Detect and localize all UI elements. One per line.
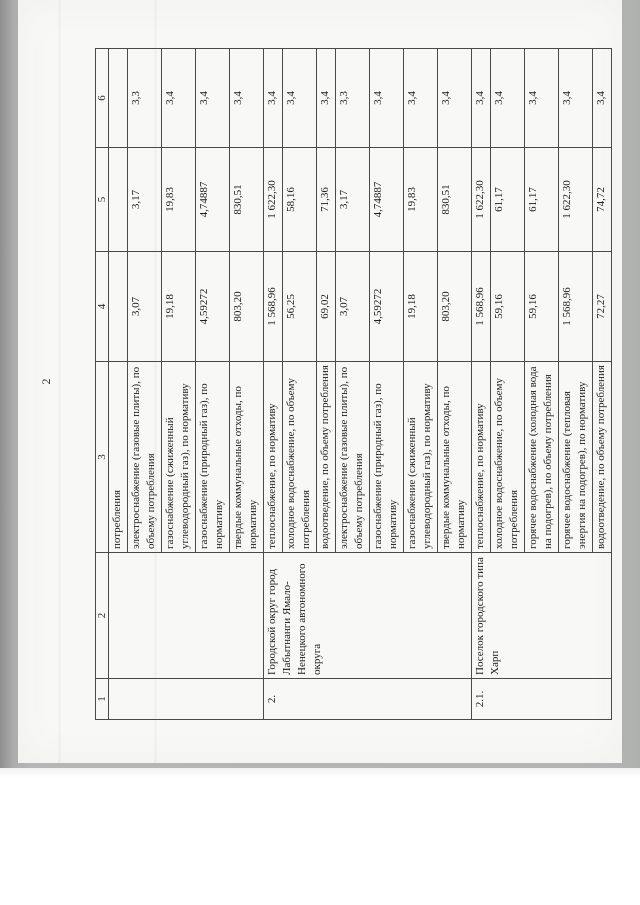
value-cell-5: 4,74887 <box>369 147 404 252</box>
service-cell: газоснабжение (сжиженный углеводородный … <box>403 361 438 553</box>
value-cell-6 <box>108 48 128 148</box>
value-cell-5: 3,17 <box>335 147 370 252</box>
value-cell-6: 3,3 <box>335 48 370 148</box>
value-cell-4: 803,20 <box>229 251 264 362</box>
scanned-document-page: 2 1 2 3 4 5 6 потребления электроснабжени… <box>18 0 622 763</box>
row-number-cell: 2. <box>263 678 472 720</box>
value-cell-4: 56,25 <box>282 251 317 362</box>
value-cell-5: 1 622,30 <box>471 147 491 252</box>
table-body: потребления электроснабжение (газовые пли… <box>108 48 612 720</box>
value-cell-5: 58,16 <box>282 147 317 252</box>
service-cell: холодное водоснабжение, по объему потреб… <box>282 361 317 553</box>
value-cell-5: 3,17 <box>127 147 162 252</box>
value-cell-4: 1 568,96 <box>263 251 283 362</box>
value-cell-5: 1 622,30 <box>558 147 593 252</box>
value-cell-5: 61,17 <box>524 147 559 252</box>
value-cell-6: 3,4 <box>524 48 559 148</box>
table-row: 2. Городской округ город Лабытнанги Ямало… <box>263 48 472 720</box>
value-cell-6: 3,4 <box>369 48 404 148</box>
service-cell: теплоснабжение, по нормативу <box>263 361 283 553</box>
value-cell-6: 3,4 <box>263 48 283 148</box>
value-cell-4: 59,16 <box>524 251 559 362</box>
service-cell: твердые коммунальные отходы, по норматив… <box>437 361 472 553</box>
value-cell-4: 69,02 <box>316 251 336 362</box>
service-cell: горячее водоснабжение (холодная вода на … <box>524 361 559 553</box>
service-cell: газоснабжение (природный газ), по нормат… <box>195 361 230 553</box>
service-cell: горячее водоснабжение (тепловая энергия … <box>558 361 593 553</box>
table-row: потребления <box>108 48 264 720</box>
value-cell-6: 3,4 <box>195 48 230 148</box>
table-header-row: 1 2 3 4 5 6 <box>95 48 109 720</box>
value-cell-6: 3,4 <box>490 48 525 148</box>
value-cell-6: 3,4 <box>282 48 317 148</box>
value-cell-4: 4,59272 <box>369 251 404 362</box>
column-header-1: 1 <box>95 678 109 720</box>
column-header-6: 6 <box>95 48 109 148</box>
service-cell: газоснабжение (природный газ), по нормат… <box>369 361 404 553</box>
value-cell-6: 3,4 <box>403 48 438 148</box>
value-cell-4 <box>108 251 128 362</box>
value-cell-6: 3,4 <box>229 48 264 148</box>
service-cell: газоснабжение (сжиженный углеводородный … <box>161 361 196 553</box>
table-row: 2.1. Поселок городского типа Харп теплосна… <box>471 48 612 720</box>
utility-standards-table: 1 2 3 4 5 6 потребления электроснабжение … <box>95 48 612 720</box>
value-cell-6: 3,4 <box>471 48 491 148</box>
value-cell-6: 3,3 <box>127 48 162 148</box>
service-cell: водоотведение, по объему потребления <box>592 361 612 553</box>
row-number-cell: 2.1. <box>471 678 612 720</box>
municipality-cell: Поселок городского типа Харп <box>471 552 612 679</box>
service-cell: теплоснабжение, по нормативу <box>471 361 491 553</box>
value-cell-5 <box>108 147 128 252</box>
scan-background <box>0 768 640 905</box>
value-cell-4: 803,20 <box>437 251 472 362</box>
service-cell: твердые коммунальные отходы, по норматив… <box>229 361 264 553</box>
column-header-4: 4 <box>95 251 109 362</box>
row-number-cell <box>108 678 264 720</box>
value-cell-5: 830,51 <box>437 147 472 252</box>
value-cell-4: 19,18 <box>161 251 196 362</box>
value-cell-4: 19,18 <box>403 251 438 362</box>
value-cell-5: 19,83 <box>161 147 196 252</box>
column-header-2: 2 <box>95 552 109 679</box>
value-cell-4: 1 568,96 <box>471 251 491 362</box>
value-cell-6: 3,4 <box>558 48 593 148</box>
value-cell-6: 3,4 <box>161 48 196 148</box>
scan-streak <box>58 0 61 763</box>
value-cell-5: 19,83 <box>403 147 438 252</box>
service-cell: электроснабжение (газовые плиты), по объ… <box>127 361 162 553</box>
value-cell-5: 830,51 <box>229 147 264 252</box>
value-cell-4: 4,59272 <box>195 251 230 362</box>
value-cell-5: 61,17 <box>490 147 525 252</box>
service-cell: электроснабжение (газовые плиты), по объ… <box>335 361 370 553</box>
value-cell-4: 3,07 <box>335 251 370 362</box>
municipality-cell <box>108 552 264 679</box>
column-header-3: 3 <box>95 361 109 553</box>
municipality-cell: Городской округ город Лабытнанги Ямало-Н… <box>263 552 472 679</box>
value-cell-6: 3,4 <box>592 48 612 148</box>
column-header-5: 5 <box>95 147 109 252</box>
service-cell: холодное водоснабжение, по объему потреб… <box>490 361 525 553</box>
value-cell-4: 1 568,96 <box>558 251 593 362</box>
value-cell-5: 4,74887 <box>195 147 230 252</box>
value-cell-5: 71,36 <box>316 147 336 252</box>
service-cell: водоотведение, по объему потребления <box>316 361 336 553</box>
value-cell-6: 3,4 <box>316 48 336 148</box>
page-number: 2 <box>39 378 53 385</box>
value-cell-4: 3,07 <box>127 251 162 362</box>
value-cell-4: 72,27 <box>592 251 612 362</box>
value-cell-5: 74,72 <box>592 147 612 252</box>
value-cell-4: 59,16 <box>490 251 525 362</box>
service-cell: потребления <box>108 361 128 553</box>
value-cell-6: 3,4 <box>437 48 472 148</box>
value-cell-5: 1 622,30 <box>263 147 283 252</box>
